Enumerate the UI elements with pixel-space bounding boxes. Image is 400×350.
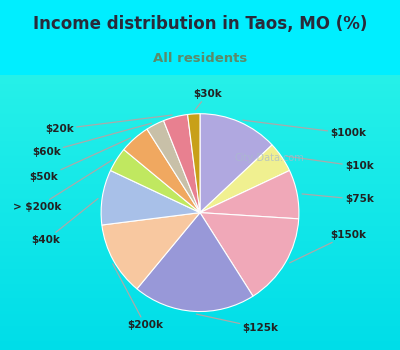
Text: $50k: $50k [30, 138, 131, 182]
Wedge shape [164, 114, 200, 212]
Text: $75k: $75k [302, 194, 374, 204]
Text: $20k: $20k [45, 115, 172, 134]
Text: $60k: $60k [32, 123, 152, 157]
Wedge shape [102, 212, 200, 289]
Wedge shape [147, 121, 200, 212]
Wedge shape [200, 145, 290, 212]
Wedge shape [137, 212, 253, 312]
Text: $150k: $150k [290, 230, 366, 263]
Wedge shape [200, 212, 299, 296]
Text: > $200k: > $200k [13, 160, 112, 212]
Text: $10k: $10k [286, 156, 374, 172]
Text: $200k: $200k [113, 264, 163, 330]
Text: Income distribution in Taos, MO (%): Income distribution in Taos, MO (%) [33, 15, 367, 33]
Text: $100k: $100k [243, 120, 366, 139]
Wedge shape [200, 114, 272, 212]
Text: $40k: $40k [32, 198, 98, 245]
Wedge shape [110, 149, 200, 212]
Text: City-Data.com: City-Data.com [235, 153, 304, 163]
Text: All residents: All residents [153, 52, 247, 65]
Wedge shape [200, 170, 299, 219]
Text: $30k: $30k [193, 89, 222, 110]
Wedge shape [124, 129, 200, 212]
Wedge shape [101, 170, 200, 225]
Wedge shape [188, 114, 200, 212]
Text: $125k: $125k [196, 314, 278, 333]
